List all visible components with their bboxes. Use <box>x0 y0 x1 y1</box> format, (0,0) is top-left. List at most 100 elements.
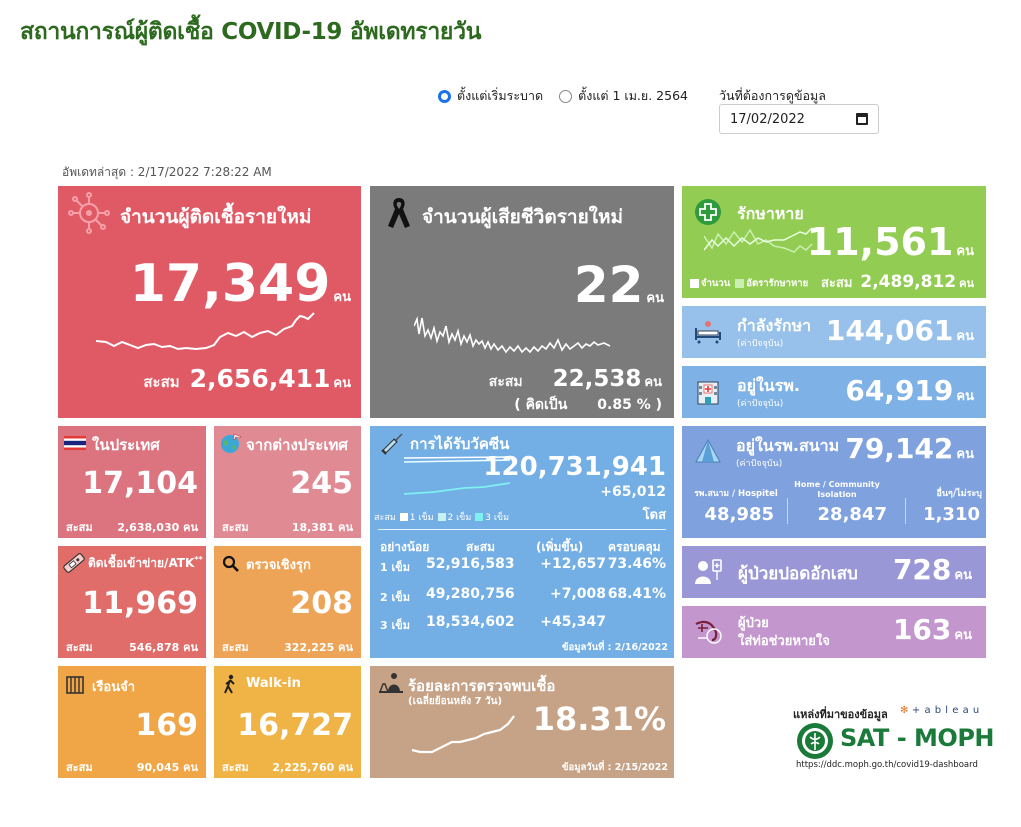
radio-since-april-2564[interactable] <box>559 89 573 103</box>
domestic-cumulative-value: 2,638,030 <box>117 521 180 534</box>
radio-since-outbreak-label[interactable]: ตั้งแต่เริ่มระบาด <box>457 88 544 103</box>
unit-label: คน <box>956 244 974 259</box>
unit-label: คน <box>956 329 974 344</box>
pneumonia-value: 728 คน <box>893 553 972 586</box>
deaths-percent-label: ( คิดเป็น <box>514 397 568 413</box>
new-cases-number: 17,349 <box>129 254 331 314</box>
legend-swatch-rate <box>735 279 745 288</box>
prison-label: เรือนจำ <box>92 680 136 695</box>
deaths-percent: ( คิดเป็น 0.85 % ) <box>514 394 662 416</box>
sat-moph-brand: SAT - MOPH <box>840 724 995 752</box>
tile-walkin: Walk-in 16,727 สะสม 2,225,760 คน <box>214 666 361 778</box>
legend-swatch-count <box>690 279 699 288</box>
dose-cumulative: 18,534,602 <box>426 614 515 630</box>
divider <box>905 498 906 524</box>
recovered-legend: จำนวน อัตรารักษาหาย <box>690 276 808 291</box>
tile-new-cases: จำนวนผู้ติดเชื้อรายใหม่ 17,349 คน สะสม 2,6… <box>58 186 361 418</box>
dose-cumulative: 52,916,583 <box>426 556 515 572</box>
unit-label: คน <box>333 290 351 305</box>
treating-sublabel: (ค่าปัจจุบัน) <box>737 339 784 349</box>
radio-since-april-2564-label[interactable]: ตั้งแต่ 1 เม.ย. 2564 <box>578 88 688 103</box>
tile-pneumonia: ผู้ป่วยปอดอักเสบ 728 คน <box>682 546 986 598</box>
vaccine-dose-unit: โดส <box>642 508 666 523</box>
atk-label-text: ติดเชื้อเข้าข่าย/ATK <box>88 556 195 570</box>
domestic-value: 17,104 <box>82 466 198 501</box>
page-title: สถานการณ์ผู้ติดเชื้อ COVID-19 อัพเดทรายว… <box>20 19 482 45</box>
atk-value: 11,969 <box>82 586 198 621</box>
legend-dose2-label: 2 เข็ม <box>447 513 472 523</box>
source-url[interactable]: https://ddc.moph.go.th/covid19-dashboard <box>796 760 978 770</box>
dose-increase: +7,008 <box>549 586 606 602</box>
globe-airplane-icon <box>221 433 242 453</box>
abroad-value: 245 <box>290 466 353 501</box>
tile-ventilator: ผู้ป่วย ใส่ท่อช่วยหายใจ 163 คน <box>682 606 986 658</box>
vaccine-sparkline <box>404 456 511 495</box>
recovered-cumulative: สะสม 2,489,812 คน <box>821 272 974 293</box>
cumulative-label: สะสม <box>66 521 93 534</box>
walkin-value: 16,727 <box>237 708 353 743</box>
thai-flag-icon <box>64 436 86 450</box>
pneumonia-number: 728 <box>892 553 952 586</box>
positivity-label: ร้อยละการตรวจพบเชื้อ <box>408 677 556 695</box>
unit-label: คน <box>646 291 664 306</box>
legend-rate-label: อัตรารักษาหาย <box>746 278 809 289</box>
dose-cumulative: 49,280,756 <box>426 586 515 602</box>
field-breakdown-value-home-isolation: 28,847 <box>817 504 887 525</box>
vaccine-divider <box>378 529 666 530</box>
positivity-sparkline <box>411 715 515 754</box>
unit-label: คน <box>333 376 351 391</box>
ventilator-number: 163 <box>892 613 952 646</box>
in-hospital-label: อยู่ในรพ. <box>737 376 800 395</box>
vaccine-total: 120,731,941 <box>483 452 666 482</box>
black-ribbon-icon <box>388 198 410 228</box>
field-breakdown-label-other: อื่นๆ/ไม่ระบุ <box>936 489 982 499</box>
legend-dose1-label: 1 เข็ม <box>409 513 434 523</box>
tile-recovered: รักษาหาย 11,561 คน จำนวน อัตรารักษาหาย สะ… <box>682 186 986 298</box>
vaccine-data-date: ข้อมูลวันที่ : 2/16/2022 <box>562 642 668 653</box>
dose-increase: +12,657 <box>540 556 606 572</box>
cumulative-label: สะสม <box>66 641 93 654</box>
field-breakdown-value-other: 1,310 <box>923 504 980 525</box>
recovered-number: 11,561 <box>806 220 954 264</box>
search-icon <box>222 555 239 572</box>
abroad-cumulative-value: 18,381 <box>291 521 335 534</box>
unit-label: คน <box>954 628 972 643</box>
virus-icon <box>68 192 110 234</box>
date-value: 17/02/2022 <box>730 111 805 127</box>
recovered-sparkline <box>704 227 813 253</box>
tile-vaccine: การได้รับวัคซีน 120,731,941 +65,012 โดส … <box>370 426 674 658</box>
unit-label: คน <box>956 447 974 462</box>
in-hospital-sublabel: (ค่าปัจจุบัน) <box>737 399 784 409</box>
date-picker-label: วันที่ต้องการดูข้อมูล <box>719 88 826 103</box>
cumulative-label: สะสม <box>222 761 249 774</box>
tile-domestic: ในประเทศ 17,104 สะสม 2,638,030 คน <box>58 426 206 538</box>
prison-bars-icon <box>66 676 84 694</box>
abroad-cumulative: สะสม 18,381 คน <box>222 518 353 536</box>
deaths-cumulative: สะสม 22,538 คน <box>489 366 662 393</box>
calendar-icon[interactable] <box>856 113 868 125</box>
last-updated: อัพเดทล่าสุด : 2/17/2022 7:28:22 AM <box>62 165 272 179</box>
atk-test-kit-icon <box>63 553 85 573</box>
date-picker-input[interactable]: 17/02/2022 <box>719 104 879 134</box>
ventilator-label-line2: ใส่ท่อช่วยหายใจ <box>738 634 830 649</box>
tile-positivity-rate: ร้อยละการตรวจพบเชื้อ (เฉลี่ยย้อนหลัง 7 ว… <box>370 666 674 778</box>
radio-since-outbreak[interactable] <box>438 89 451 103</box>
tile-proactive: ตรวจเชิงรุก 208 สะสม 322,225 คน <box>214 546 361 658</box>
divider <box>787 498 788 524</box>
new-cases-cumulative-value: 2,656,411 <box>189 364 331 393</box>
positivity-sublabel: (เฉลี่ยย้อนหลัง 7 วัน) <box>408 696 503 707</box>
hospital-bed-icon <box>695 321 721 344</box>
syringe-icon <box>381 433 403 455</box>
unit-label: คน <box>338 521 353 534</box>
legend-swatch-dose2 <box>437 513 446 521</box>
new-cases-label: จำนวนผู้ติดเชื้อรายใหม่ <box>120 206 312 228</box>
tableau-icon: ✻ <box>900 705 909 716</box>
tile-treating: กำลังรักษา (ค่าปัจจุบัน) 144,061 คน <box>682 306 986 358</box>
cumulative-label: สะสม <box>488 374 523 390</box>
medical-cross-icon <box>695 199 721 225</box>
atk-cumulative: สะสม 546,878 คน <box>66 638 198 656</box>
unit-label: คน <box>644 375 662 390</box>
recovered-cumulative-value: 2,489,812 <box>860 272 957 292</box>
walking-person-icon <box>224 674 235 694</box>
vaccine-legend-prefix: สะสม <box>374 513 396 523</box>
